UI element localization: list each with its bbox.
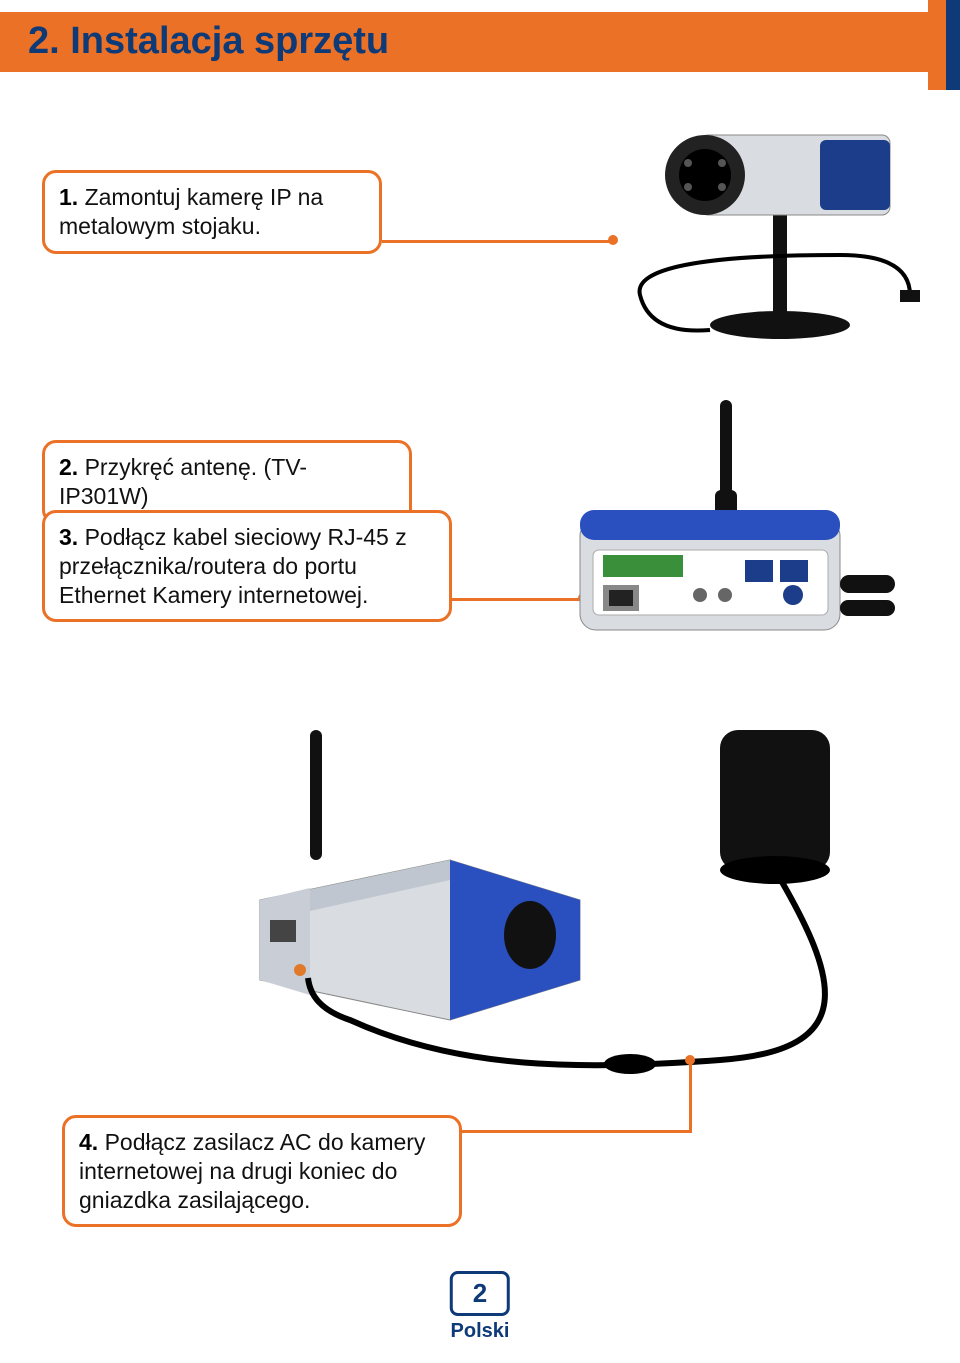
step-2-text: Przykręć antenę. (TV-IP301W) [59, 454, 307, 509]
side-stripe-blue [946, 0, 960, 90]
image-camera-rear [545, 390, 915, 670]
step-1-number: 1. [59, 184, 78, 210]
callout-step-1: 1. Zamontuj kamerę IP na metalowym stoja… [42, 170, 382, 254]
connector-4-dot [685, 1055, 695, 1065]
step-4-text: Podłącz zasilacz AC do kamery internetow… [79, 1129, 425, 1213]
callout-step-3: 3. Podłącz kabel sieciowy RJ-45 z przełą… [42, 510, 452, 622]
step-2-number: 2. [59, 454, 78, 480]
page-title: 2. Instalacja sprzętu [28, 20, 389, 63]
image-camera-on-stand [590, 95, 920, 355]
page-number: 2 [450, 1271, 510, 1316]
connector-4-vert [689, 1060, 692, 1133]
step-3-text: Podłącz kabel sieciowy RJ-45 z przełączn… [59, 524, 407, 608]
header-bar: 2. Instalacja sprzętu [0, 12, 960, 72]
step-1-text: Zamontuj kamerę IP na metalowym stojaku. [59, 184, 323, 239]
connector-4 [462, 1130, 692, 1133]
footer: 2 Polski [450, 1271, 510, 1343]
step-4-number: 4. [79, 1129, 98, 1155]
side-stripe-orange [928, 0, 946, 90]
footer-language: Polski [450, 1320, 510, 1343]
step-3-number: 3. [59, 524, 78, 550]
connector-1 [382, 240, 612, 243]
callout-step-4: 4. Podłącz zasilacz AC do kamery interne… [62, 1115, 462, 1227]
image-camera-power [200, 720, 900, 1100]
